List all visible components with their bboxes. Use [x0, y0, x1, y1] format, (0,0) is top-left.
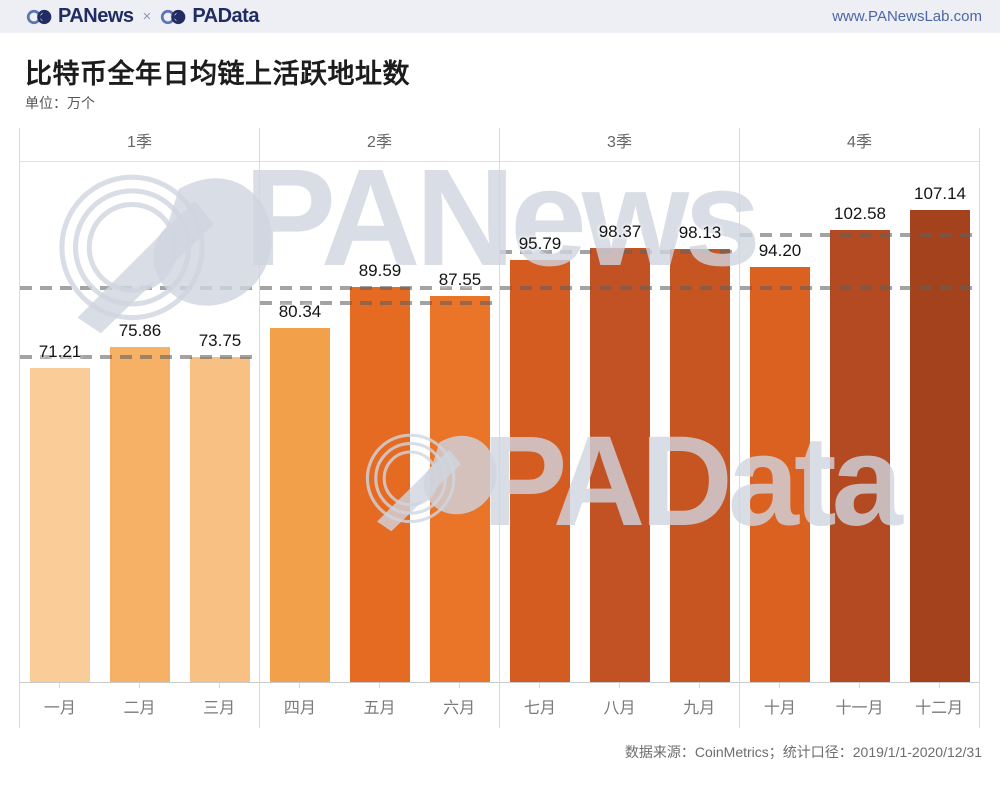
value-label: 80.34 — [278, 302, 322, 321]
header-bar: PANews × PAData www.PANewsLab.com — [0, 0, 1000, 33]
month-axis-q2: 四月 五月 六月 — [260, 683, 499, 728]
month-axis-q1: 一月 二月 三月 — [20, 683, 259, 728]
quarter-label: 3季 — [500, 128, 739, 162]
bar-june — [430, 296, 490, 682]
quarter-label: 2季 — [260, 128, 499, 162]
month-label: 八月 — [603, 700, 636, 717]
quarter-panel-q3: 3季 95.79 98.37 98.13 七月 八月 九月 — [500, 128, 740, 728]
month-label: 七月 — [523, 700, 556, 717]
bar-august — [590, 248, 650, 682]
value-label: 94.20 — [758, 241, 802, 260]
axis-tick — [379, 683, 380, 688]
bar-april — [270, 328, 330, 682]
bar-march — [190, 357, 250, 682]
value-label: 71.21 — [38, 342, 82, 361]
value-label: 73.75 — [198, 331, 242, 350]
axis-tick — [458, 683, 460, 688]
brand-panews-label: PANews — [58, 5, 134, 27]
value-label: 95.79 — [518, 234, 562, 253]
axis-tick — [539, 683, 541, 688]
bar-july — [510, 260, 570, 682]
axis-tick — [859, 683, 860, 688]
axis-tick — [139, 683, 140, 688]
bar-february — [110, 347, 170, 682]
value-label: 107.14 — [914, 184, 966, 203]
bar-october — [750, 267, 810, 682]
panews-logo-icon — [26, 9, 52, 24]
bar-chart: 1季 71.21 75.86 73.75 一月 二月 三月 2季 80.34 8… — [19, 128, 980, 728]
page-title: 比特币全年日均链上活跃地址数 — [25, 59, 410, 89]
month-axis-q4: 十月 十一月 十二月 — [740, 683, 979, 728]
unit-label: 单位：万个 — [25, 95, 95, 111]
axis-tick — [698, 683, 700, 688]
brand-padata-label: PAData — [192, 5, 259, 27]
data-source-note: 数据来源：CoinMetrics；统计口径：2019/1/1-2020/12/3… — [624, 744, 982, 760]
site-url-link[interactable]: www.PANewsLab.com — [832, 8, 982, 25]
bar-november — [830, 230, 890, 682]
month-axis-q3: 七月 八月 九月 — [500, 683, 739, 728]
axis-tick — [779, 683, 781, 688]
brand-separator: × — [142, 8, 152, 25]
value-label: 102.58 — [834, 204, 886, 223]
plot-area-q4: 94.20 102.58 107.14 — [740, 162, 979, 683]
quarter-label: 4季 — [740, 128, 979, 162]
month-label: 五月 — [363, 700, 396, 717]
value-label: 98.13 — [678, 223, 722, 242]
value-label: 98.37 — [598, 222, 642, 241]
bar-september — [670, 249, 730, 682]
month-label: 九月 — [683, 700, 716, 717]
bar-may — [350, 287, 410, 682]
month-label: 三月 — [203, 700, 236, 717]
month-label: 四月 — [283, 700, 316, 717]
month-label: 十月 — [763, 700, 796, 717]
month-label: 六月 — [443, 700, 476, 717]
quarter-label: 1季 — [20, 128, 259, 162]
value-label: 89.59 — [358, 261, 402, 280]
quarter-panel-q2: 2季 80.34 89.59 87.55 四月 五月 六月 — [260, 128, 500, 728]
padata-logo-icon — [161, 9, 186, 24]
plot-area-q3: 95.79 98.37 98.13 — [500, 162, 739, 683]
bar-january — [30, 368, 90, 682]
axis-tick — [218, 683, 220, 688]
axis-tick — [619, 683, 620, 688]
axis-tick — [59, 683, 61, 688]
quarter-panel-q4: 4季 94.20 102.58 107.14 十月 十一月 十二月 — [740, 128, 980, 728]
plot-area-q2: 80.34 89.59 87.55 — [260, 162, 499, 683]
plot-area-q1: 71.21 75.86 73.75 — [20, 162, 259, 683]
quarter-panel-q1: 1季 71.21 75.86 73.75 一月 二月 三月 — [20, 128, 260, 728]
axis-tick — [299, 683, 301, 688]
month-label: 十二月 — [915, 700, 964, 717]
brand: PANews × PAData — [26, 5, 259, 28]
month-label: 十一月 — [835, 700, 884, 717]
bar-december — [910, 210, 970, 682]
axis-tick — [938, 683, 940, 688]
month-label: 二月 — [123, 700, 156, 717]
value-label: 87.55 — [438, 270, 482, 289]
month-label: 一月 — [43, 700, 76, 717]
